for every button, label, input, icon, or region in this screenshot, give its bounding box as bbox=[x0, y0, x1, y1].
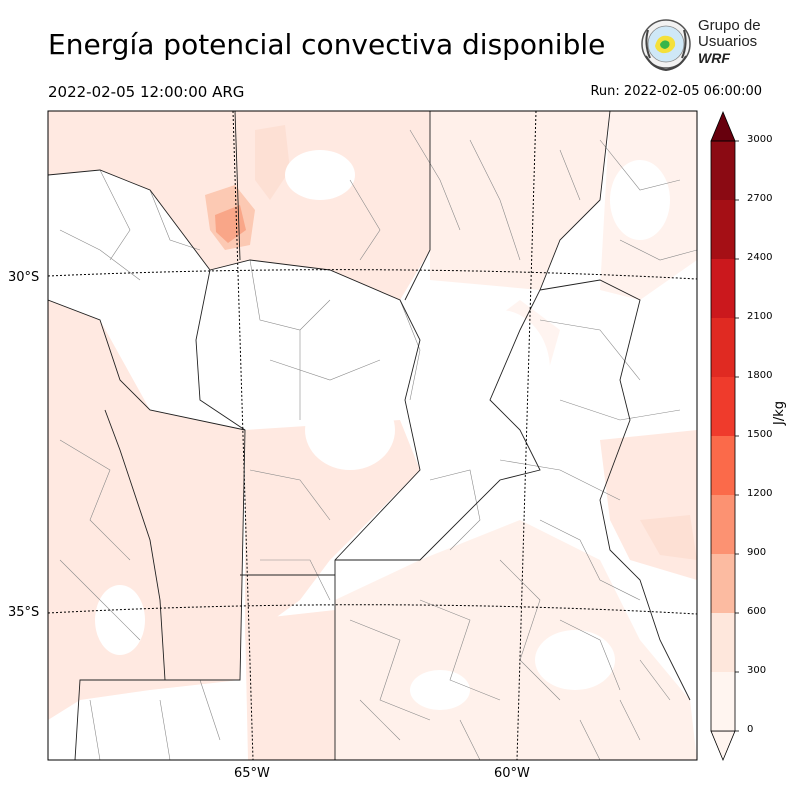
colorbar-tick-label: 1500 bbox=[747, 429, 773, 440]
colorbar-segment bbox=[711, 141, 735, 200]
colorbar-over-extension bbox=[710, 110, 736, 142]
map-frame bbox=[47, 110, 698, 761]
cape-zero-patches bbox=[95, 150, 670, 710]
colorbar-tick-label: 1800 bbox=[747, 370, 773, 381]
colorbar-segment bbox=[711, 613, 735, 672]
colorbar-tick-label: 900 bbox=[747, 547, 767, 558]
run-time-label: Run: 2022-02-05 06:00:00 bbox=[590, 84, 762, 99]
colorbar-segment bbox=[711, 495, 735, 554]
province-boundaries bbox=[48, 111, 691, 760]
logo-line-1: Grupo de bbox=[698, 17, 761, 34]
colorbar-segment bbox=[711, 200, 735, 259]
department-boundaries bbox=[59, 129, 697, 760]
colorbar-segment bbox=[711, 318, 735, 377]
graticule bbox=[48, 111, 697, 760]
logo-line-3: WRF bbox=[698, 50, 730, 66]
longitude-label-65w: 65°W bbox=[234, 766, 270, 781]
longitude-label-60w: 60°W bbox=[494, 766, 530, 781]
map-title: Energía potencial convectiva disponible bbox=[48, 28, 606, 61]
latitude-label-30s: 30°S bbox=[8, 270, 40, 285]
colorbar-tick-label: 2700 bbox=[747, 193, 773, 204]
map-area bbox=[48, 111, 697, 760]
colorbar-segment bbox=[711, 554, 735, 613]
colorbar-tick-label: 2100 bbox=[747, 311, 773, 322]
latitude-label-35s: 35°S bbox=[8, 605, 40, 620]
colorbar bbox=[710, 110, 739, 762]
colorbar-tick-label: 0 bbox=[747, 724, 754, 735]
colorbar-unit-label: J/kg bbox=[772, 401, 787, 425]
colorbar-under-extension bbox=[710, 730, 736, 762]
colorbar-tick-label: 300 bbox=[747, 665, 767, 676]
valid-time-label: 2022-02-05 12:00:00 ARG bbox=[48, 83, 245, 101]
colorbar-segment bbox=[711, 436, 735, 495]
colorbar-tick-label: 600 bbox=[747, 606, 767, 617]
colorbar-tick-label: 1200 bbox=[747, 488, 773, 499]
colorbar-segment bbox=[711, 259, 735, 318]
colorbar-segment bbox=[711, 377, 735, 436]
wrf-users-group-emblem-icon bbox=[641, 19, 691, 72]
wrf-logo: Grupo de Usuarios WRF bbox=[638, 14, 768, 74]
colorbar-tick-label: 3000 bbox=[747, 134, 773, 145]
colorbar-tick-label: 2400 bbox=[747, 252, 773, 263]
cape-fill-spot bbox=[255, 125, 697, 560]
logo-line-2: Usuarios bbox=[698, 33, 758, 50]
colorbar-segment bbox=[711, 672, 735, 731]
